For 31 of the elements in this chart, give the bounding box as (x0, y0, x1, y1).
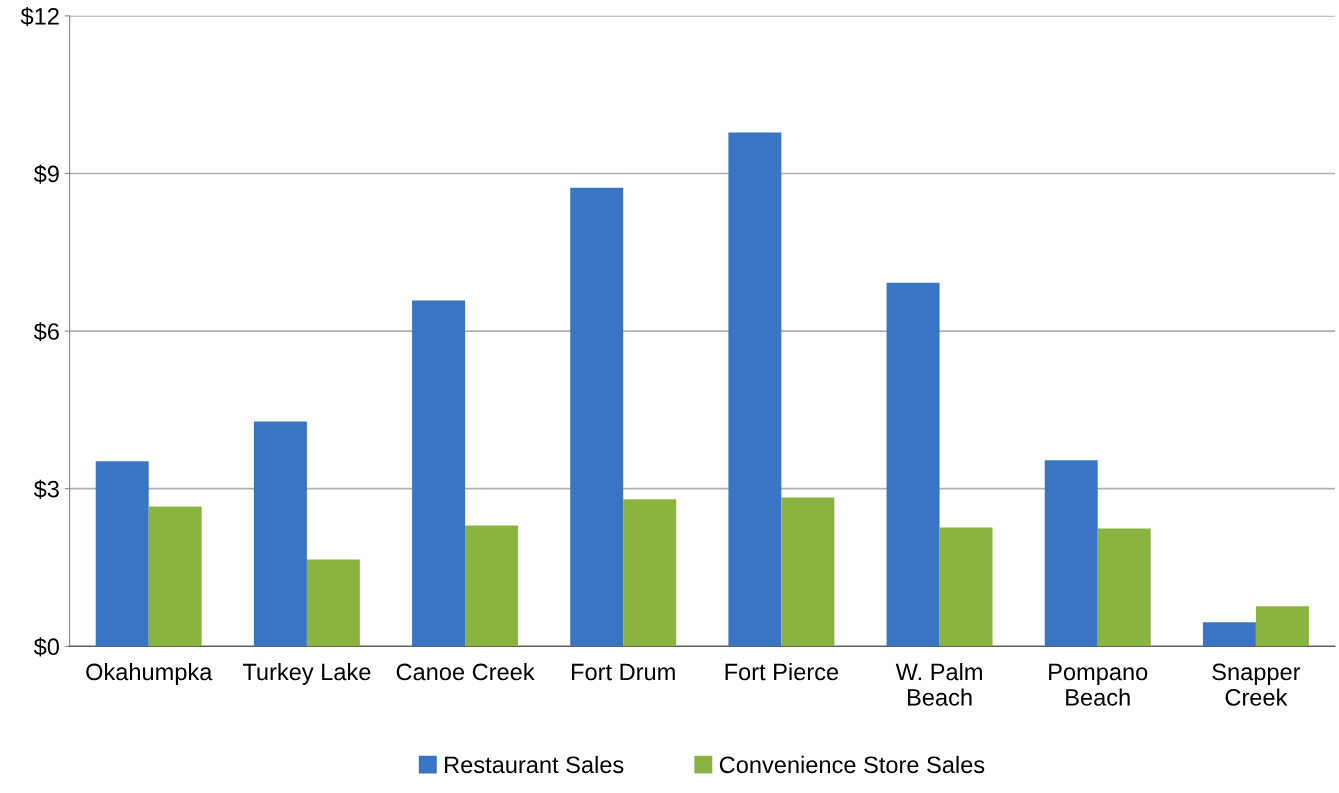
bar (728, 132, 782, 647)
bar (1202, 622, 1256, 647)
y-tick-label: $12 (20, 6, 59, 27)
bar (148, 506, 202, 647)
x-tick-label: Turkey Lake (242, 662, 371, 685)
x-tick-label: Canoe Creek (396, 662, 535, 681)
bar (1255, 606, 1309, 647)
bar (623, 499, 677, 647)
bar (253, 421, 307, 647)
x-tick-label: Okahumpka (86, 662, 213, 685)
x-tick-label: Pompano Beach (1049, 663, 1148, 706)
y-tick-label: $9 (33, 164, 59, 184)
x-tick-label: W. Palm Beach (895, 662, 982, 706)
x-tick-label: Snapper Creek (1212, 663, 1301, 706)
bar (412, 300, 466, 647)
bar (306, 559, 360, 647)
bar (781, 497, 835, 647)
x-tick-label: Fort Pierce (725, 662, 839, 681)
bar (95, 461, 149, 647)
y-tick-label: $6 (33, 322, 59, 342)
bar (1097, 528, 1151, 647)
bar (1044, 460, 1098, 647)
bar (465, 525, 519, 647)
bar (570, 187, 624, 647)
bar (939, 527, 993, 647)
legend-label: Restaurant Sales (445, 755, 624, 774)
y-tick-label: $0 (33, 637, 59, 657)
legend-label: Convenience Store Sales (719, 755, 985, 774)
bar (886, 282, 940, 647)
y-tick-label: $3 (33, 479, 59, 499)
x-tick-label: Fort Drum (572, 663, 675, 681)
